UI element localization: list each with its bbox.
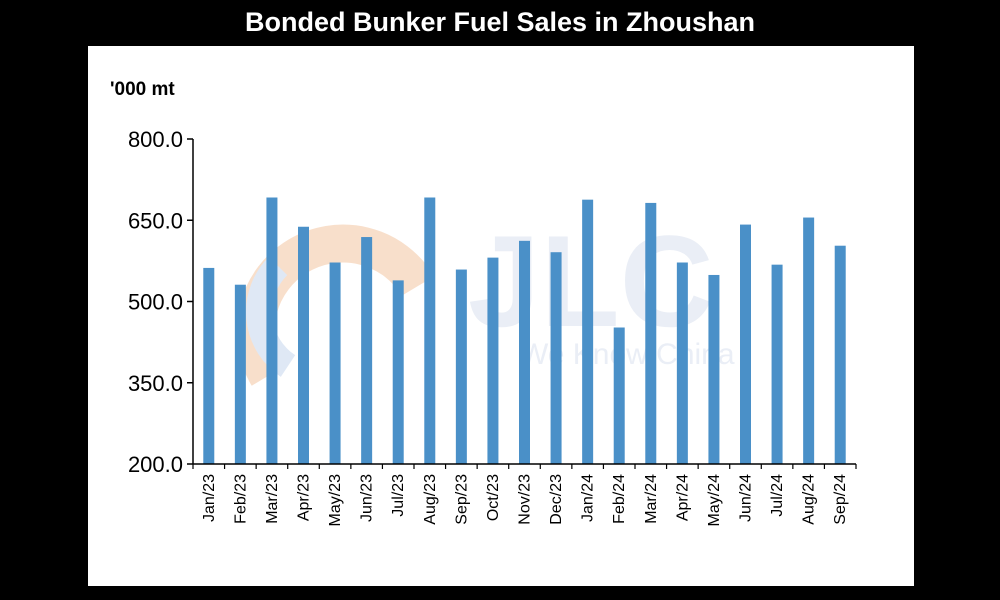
x-tick-label: Nov/23 [517,474,534,525]
x-tick-label: Jan/24 [580,474,597,522]
x-tick-label: Jul/24 [769,474,786,517]
bar [329,262,341,464]
x-tick-labels: Jan/23 Feb/23 Mar/23 Apr/23 May/23 Jun/23 Jul/… [201,474,849,527]
x-tick-label: May/23 [327,474,344,527]
x-tick-label: Jun/24 [738,474,755,522]
x-tick-label: Aug/24 [801,474,818,525]
x-tick-label: Sep/24 [832,474,849,525]
y-tick-labels: 800.0 650.0 500.0 350.0 200.0 [128,127,183,477]
x-tick-label: May/24 [706,474,723,527]
bar [550,252,562,464]
bar [203,267,215,464]
bar [487,257,499,464]
bar [234,284,246,464]
bar [676,262,688,464]
x-tick-label: Jul/23 [390,474,407,517]
bar-chart: JLC We Know China '000 mt 800.0650.0500.… [110,79,857,527]
bar [392,280,404,464]
x-tick-label: Feb/23 [232,474,249,524]
x-tick-label: Jan/23 [201,474,218,522]
bar [298,226,309,464]
chart-panel: JLC We Know China '000 mt 800.0 650.0 500.… [88,46,914,586]
y-tick-label: 200.0 [128,452,183,477]
bar [424,197,436,464]
x-tick-label: Sep/23 [453,474,470,525]
bar [740,224,751,464]
y-tick-label: 500.0 [128,290,183,315]
y-tick-label: 800.0 [128,127,183,152]
x-tick-label: Dec/23 [548,474,565,525]
y-tick-label: 650.0 [128,208,183,233]
x-tick-label: Jun/23 [359,474,376,522]
bar [361,237,373,464]
x-tick-label: Oct/23 [485,474,502,521]
bar [645,202,657,464]
x-tick-label: Mar/24 [643,474,660,524]
y-tick-label: 350.0 [128,371,183,396]
axes [187,138,857,469]
x-tick-label: Feb/24 [611,474,628,524]
bar [455,269,467,464]
bar [519,240,530,464]
bar [582,199,594,464]
bar [834,245,846,464]
x-tick-label: Mar/23 [264,474,281,524]
x-tick-label: Apr/24 [674,474,691,521]
bar [266,197,278,464]
bar [771,264,783,464]
bar [708,274,720,464]
y-axis-unit-label: '000 mt [110,79,175,100]
bar [803,217,815,464]
chart-title: Bonded Bunker Fuel Sales in Zhoushan [244,7,756,37]
bar [613,327,625,464]
bars [203,197,846,464]
x-tick-label: Aug/23 [422,474,439,525]
x-tick-label: Apr/23 [296,474,313,521]
